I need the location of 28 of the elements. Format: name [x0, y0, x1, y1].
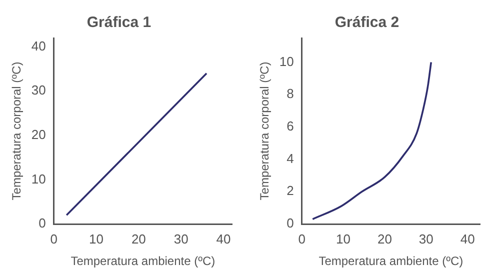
chart-title: Gráfica 2: [334, 14, 400, 32]
y-tick-label: 10: [31, 171, 46, 186]
y-tick-label: 2: [286, 183, 294, 198]
y-axis-title: Temperatura corporal (ºC): [258, 62, 272, 200]
x-tick-label: 30: [174, 231, 188, 246]
x-tick-label: 30: [418, 231, 434, 246]
line-series: [312, 61, 432, 220]
x-tick-label: 40: [216, 231, 231, 246]
x-tick-label: 10: [336, 231, 351, 246]
y-tick-label: 8: [286, 86, 294, 102]
y-axis-title: Temperatura corporal (ºC): [10, 62, 24, 200]
x-tick-label: 10: [89, 231, 104, 246]
y-tick-label: 0: [38, 216, 46, 231]
x-tick-label: 40: [460, 231, 475, 246]
x-tick-label: 20: [377, 231, 392, 246]
y-tick-label: 40: [31, 38, 46, 54]
x-axis-title: Temperatura ambiente (ºC): [318, 254, 464, 268]
x-axis-title: Temperatura ambiente (ºC): [70, 254, 216, 268]
x-tick-label: 0: [298, 231, 306, 246]
y-tick-label: 30: [31, 82, 46, 98]
y-tick-label: 4: [286, 150, 294, 166]
y-tick-label: 10: [279, 54, 294, 69]
y-tick-label: 20: [31, 127, 46, 142]
y-tick-label: 0: [286, 216, 294, 231]
chart-title: Gráfica 1: [86, 14, 152, 32]
x-tick-label: 0: [50, 231, 58, 246]
x-tick-label: 20: [131, 231, 146, 246]
y-tick-label: 6: [286, 118, 294, 134]
